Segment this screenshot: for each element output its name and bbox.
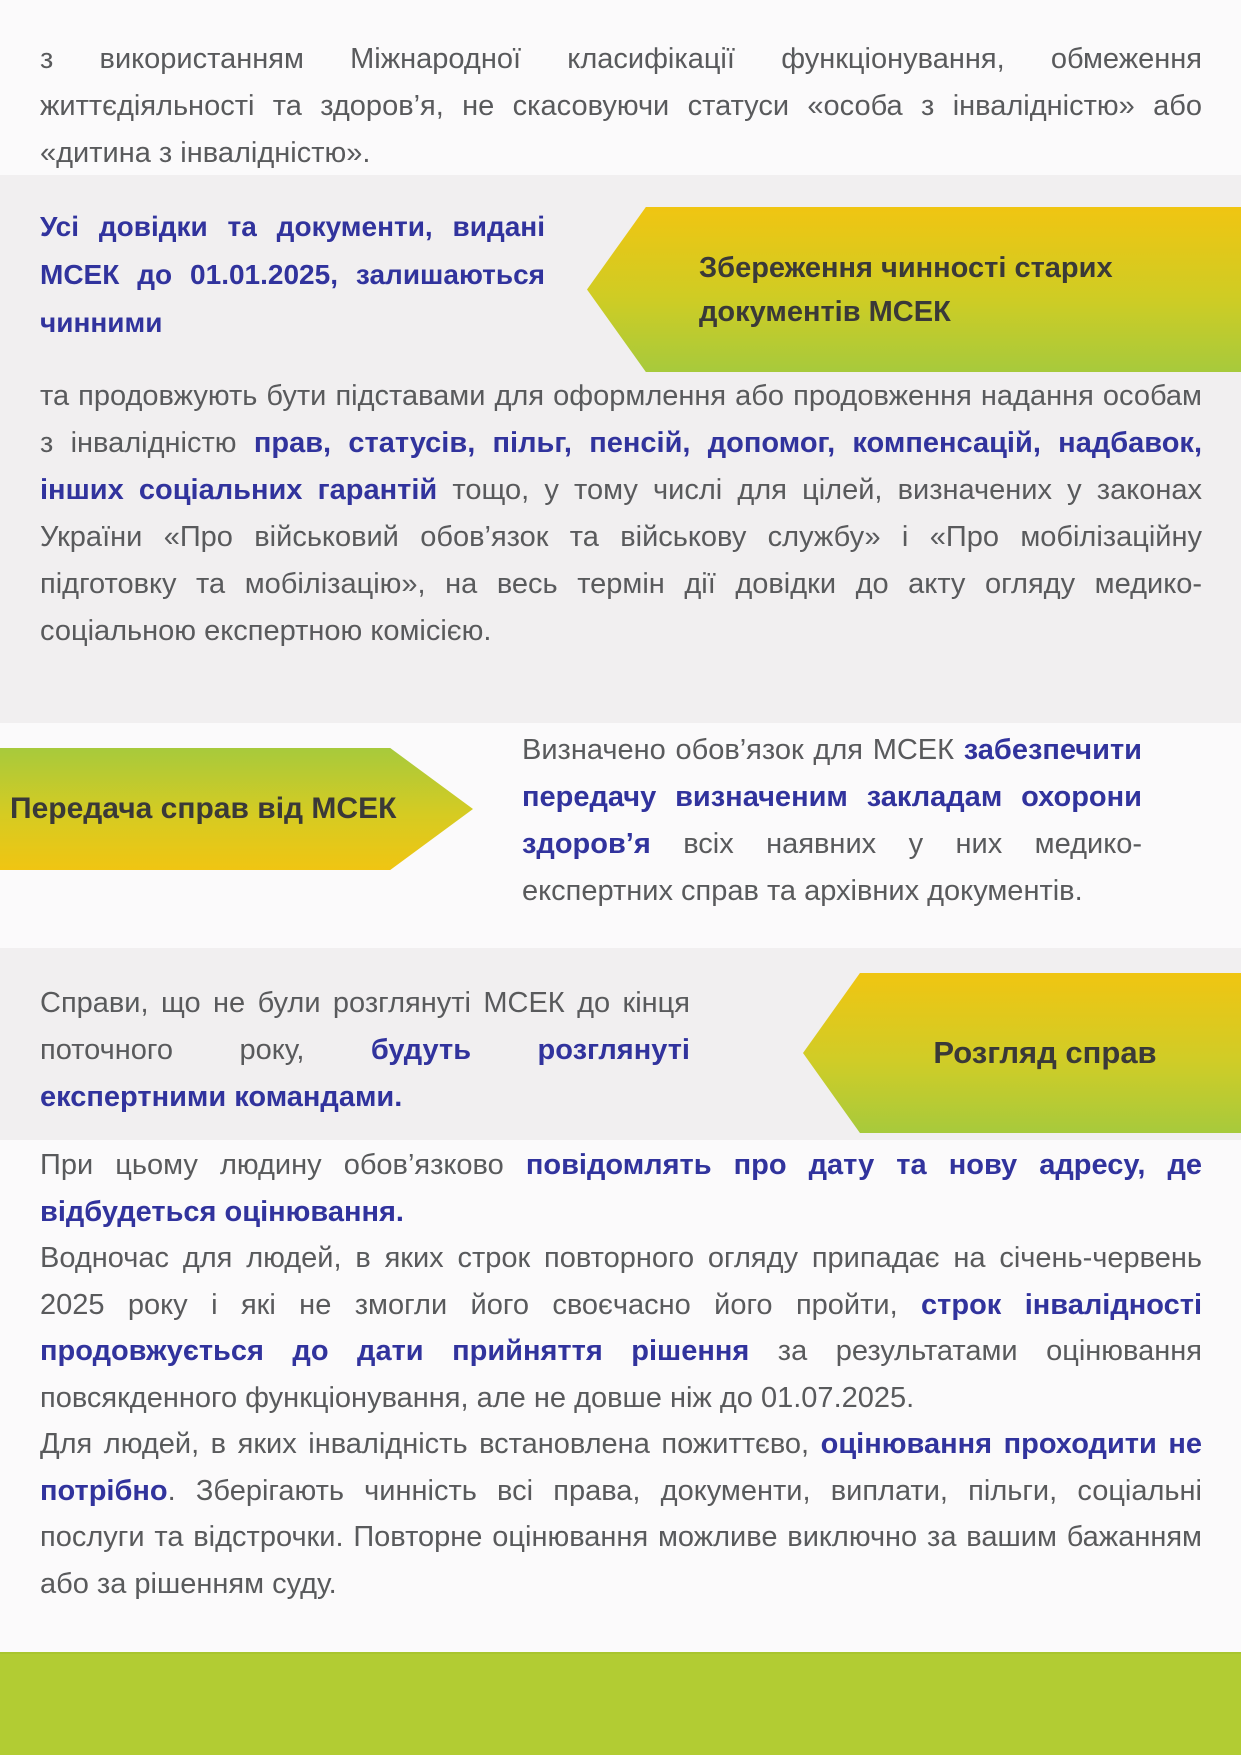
text-segment: за результатами оцінювання повсякденного…	[40, 1335, 1203, 1414]
text-segment: забезпечити передачу визначеним закладам…	[522, 734, 1142, 860]
text-segment: При цьому людину обов’язково	[40, 1149, 526, 1181]
text-segment: з використанням Міжнародної класифікації…	[40, 43, 1202, 169]
section-old-docs-validity: Усі довідки та документи, видані МСЕК до…	[0, 175, 1241, 723]
closing-paragraphs: При цьому людину обов’язково повідомлять…	[40, 1142, 1202, 1607]
case-review-arrow-label: Розгляд справ	[933, 1035, 1157, 1070]
case-review-paragraph: Справи, що не були розглянуті МСЕК до кі…	[40, 980, 690, 1121]
case-review-arrow-callout: Розгляд справ	[803, 973, 1241, 1133]
text-segment: Водночас для людей, в яких строк повторн…	[40, 1242, 1202, 1321]
text-segment: Справи, що не були розглянуті МСЕК до кі…	[40, 987, 690, 1066]
case-transfer-arrow-label: Передача справ від МСЕК	[10, 792, 397, 825]
text-segment: . Зберігають чинність всі права, докумен…	[40, 1474, 1202, 1600]
section-case-transfer: Передача справ від МСЕК Визначено обов’я…	[0, 723, 1241, 948]
text-segment: всіх наявних у них медико-експертних спр…	[522, 828, 1142, 907]
text-segment: строк інвалідності продовжується до дати…	[40, 1288, 1202, 1368]
text-segment: Усі довідки та документи, видані МСЕК до…	[40, 211, 545, 338]
notification-paragraph: При цьому людину обов’язково повідомлять…	[40, 1142, 1202, 1235]
old-docs-arrow-callout: Збереження чинності старих документів МС…	[587, 207, 1241, 372]
text-segment: Для людей, в яких інвалідність встановле…	[40, 1428, 821, 1460]
text-segment: прав, статусів, пільг, пенсій, допомог, …	[40, 427, 1202, 506]
bottom-bar	[0, 1652, 1241, 1755]
section-case-review: Справи, що не були розглянуті МСЕК до кі…	[0, 948, 1241, 1140]
old-docs-highlight-text: Усі довідки та документи, видані МСЕК до…	[40, 203, 545, 347]
text-segment: оцінювання проходити не потрібно	[40, 1428, 1202, 1507]
text-segment: повідомлять про дату та нову адресу, де …	[40, 1149, 1202, 1228]
text-segment: будуть розглянуті експертними командами.	[40, 1034, 690, 1113]
text-segment: тощо, у тому числі для цілей, визначених…	[40, 474, 1203, 647]
case-transfer-paragraph: Визначено обов’язок для МСЕК забезпечити…	[522, 727, 1142, 915]
text-segment: Визначено обов’язок для МСЕК	[522, 734, 964, 766]
text-segment: та продовжують бути підставами для оформ…	[40, 380, 1202, 459]
intro-paragraph: з використанням Міжнародної класифікації…	[40, 36, 1202, 177]
old-docs-arrow-label: Збереження чинності старих документів МС…	[699, 251, 1113, 328]
extension-paragraph: Водночас для людей, в яких строк повторн…	[40, 1235, 1202, 1421]
old-docs-paragraph: та продовжують бути підставами для оформ…	[40, 373, 1202, 655]
case-transfer-arrow-callout: Передача справ від МСЕК	[0, 748, 473, 870]
lifetime-paragraph: Для людей, в яких інвалідність встановле…	[40, 1421, 1202, 1607]
